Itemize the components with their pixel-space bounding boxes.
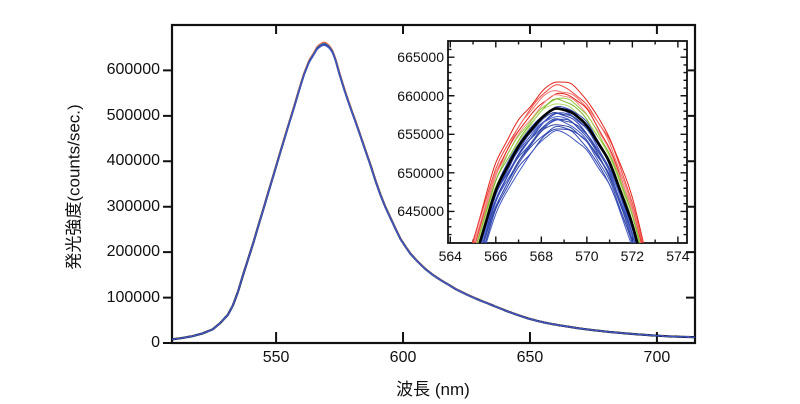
emission-spectra-figure: 波長 (nm) 発光強度(counts/sec.) 0 100000 200000 3…	[0, 0, 800, 404]
spectra-plot-canvas	[0, 0, 800, 404]
